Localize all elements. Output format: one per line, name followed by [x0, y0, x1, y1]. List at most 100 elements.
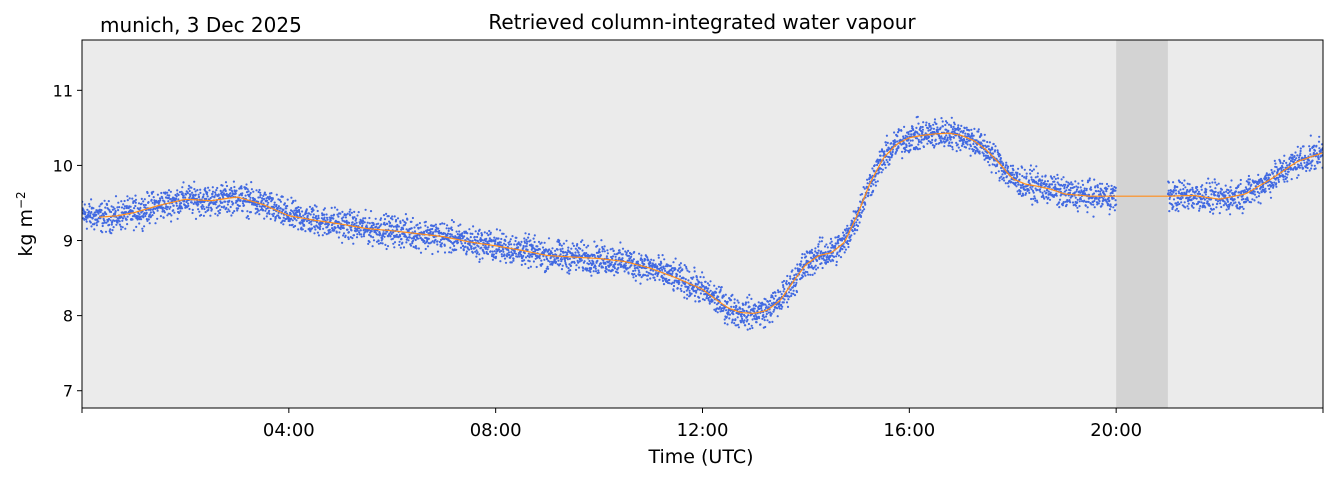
scatter-point [547, 267, 550, 270]
scatter-point [439, 223, 442, 226]
scatter-point [395, 218, 398, 222]
scatter-point [512, 259, 515, 262]
scatter-point [1105, 182, 1109, 186]
scatter-point [329, 219, 332, 222]
scatter-point [759, 323, 762, 326]
scatter-point [584, 254, 588, 257]
scatter-point [888, 163, 891, 166]
scatter-point [776, 315, 779, 318]
scatter-point [723, 318, 726, 321]
scatter-point [103, 199, 106, 202]
scatter-point [268, 198, 271, 201]
scatter-point [207, 206, 210, 209]
scatter-point [669, 264, 673, 267]
scatter-point [554, 260, 558, 263]
scatter-point [175, 204, 178, 207]
scatter-point [237, 207, 240, 210]
scatter-point [342, 216, 345, 219]
scatter-point [1294, 151, 1297, 154]
scatter-point [1176, 185, 1179, 189]
scatter-point [732, 305, 735, 308]
scatter-point [225, 206, 228, 210]
scatter-point [356, 229, 359, 232]
scatter-point [499, 260, 502, 263]
scatter-point [369, 210, 373, 213]
scatter-point [314, 228, 317, 231]
scatter-point [152, 196, 155, 199]
scatter-point [611, 247, 614, 250]
scatter-point [118, 223, 121, 226]
scatter-point [337, 215, 340, 218]
scatter-point [815, 268, 818, 271]
scatter-point [843, 251, 846, 254]
scatter-point [200, 205, 203, 208]
scatter-point [556, 248, 559, 251]
scatter-point [1019, 190, 1022, 193]
scatter-point [1184, 186, 1187, 189]
scatter-point [278, 217, 282, 220]
scatter-point [1205, 181, 1208, 185]
scatter-point [806, 271, 809, 274]
scatter-point [302, 214, 305, 217]
scatter-point [1199, 205, 1202, 208]
scatter-point [126, 223, 129, 226]
scatter-point [122, 203, 125, 206]
scatter-point [933, 118, 937, 121]
scatter-point [316, 231, 319, 234]
scatter-point [194, 217, 198, 220]
scatter-point [258, 188, 261, 192]
scatter-point [120, 215, 123, 219]
scatter-point [163, 211, 166, 214]
scatter-point [733, 298, 736, 301]
scatter-point [1181, 196, 1184, 199]
scatter-point [764, 298, 767, 301]
scatter-point [470, 245, 473, 248]
scatter-point [166, 205, 169, 209]
scatter-point [125, 218, 128, 221]
scatter-point [537, 240, 541, 243]
scatter-point [1283, 175, 1287, 178]
scatter-point [585, 246, 588, 249]
scatter-point [194, 193, 197, 196]
scatter-point [627, 272, 630, 275]
scatter-point [626, 254, 629, 257]
scatter-point [616, 271, 620, 274]
scatter-point [206, 191, 209, 194]
scatter-point [319, 225, 322, 228]
scatter-point [423, 239, 426, 243]
scatter-point [983, 139, 986, 142]
scatter-point [90, 211, 93, 214]
scatter-point [1076, 201, 1079, 204]
scatter-point [146, 191, 149, 195]
scatter-point [1002, 163, 1005, 167]
scatter-point [1285, 176, 1288, 179]
scatter-point [941, 125, 945, 128]
scatter-point [1023, 168, 1026, 171]
scatter-point [351, 237, 354, 240]
scatter-point [90, 225, 93, 228]
scatter-point [998, 179, 1001, 182]
scatter-point [470, 247, 473, 250]
scatter-point [1209, 210, 1212, 213]
scatter-point [1109, 205, 1112, 208]
scatter-point [1239, 182, 1242, 186]
scatter-point [118, 220, 121, 223]
scatter-point [299, 221, 302, 224]
scatter-point [909, 148, 912, 151]
scatter-point [124, 211, 128, 214]
scatter-point [1195, 186, 1199, 189]
scatter-point [1011, 164, 1015, 167]
scatter-point [499, 241, 502, 244]
scatter-point [179, 210, 182, 213]
scatter-point [977, 130, 980, 133]
scatter-point [613, 274, 616, 277]
scatter-point [1183, 201, 1186, 204]
scatter-point [968, 129, 971, 132]
scatter-point [332, 217, 335, 220]
data-gap-shading [1116, 40, 1168, 408]
scatter-point [604, 265, 608, 269]
scatter-point [1083, 189, 1086, 192]
scatter-point [704, 292, 707, 295]
scatter-point [364, 208, 367, 211]
scatter-point [483, 231, 486, 234]
